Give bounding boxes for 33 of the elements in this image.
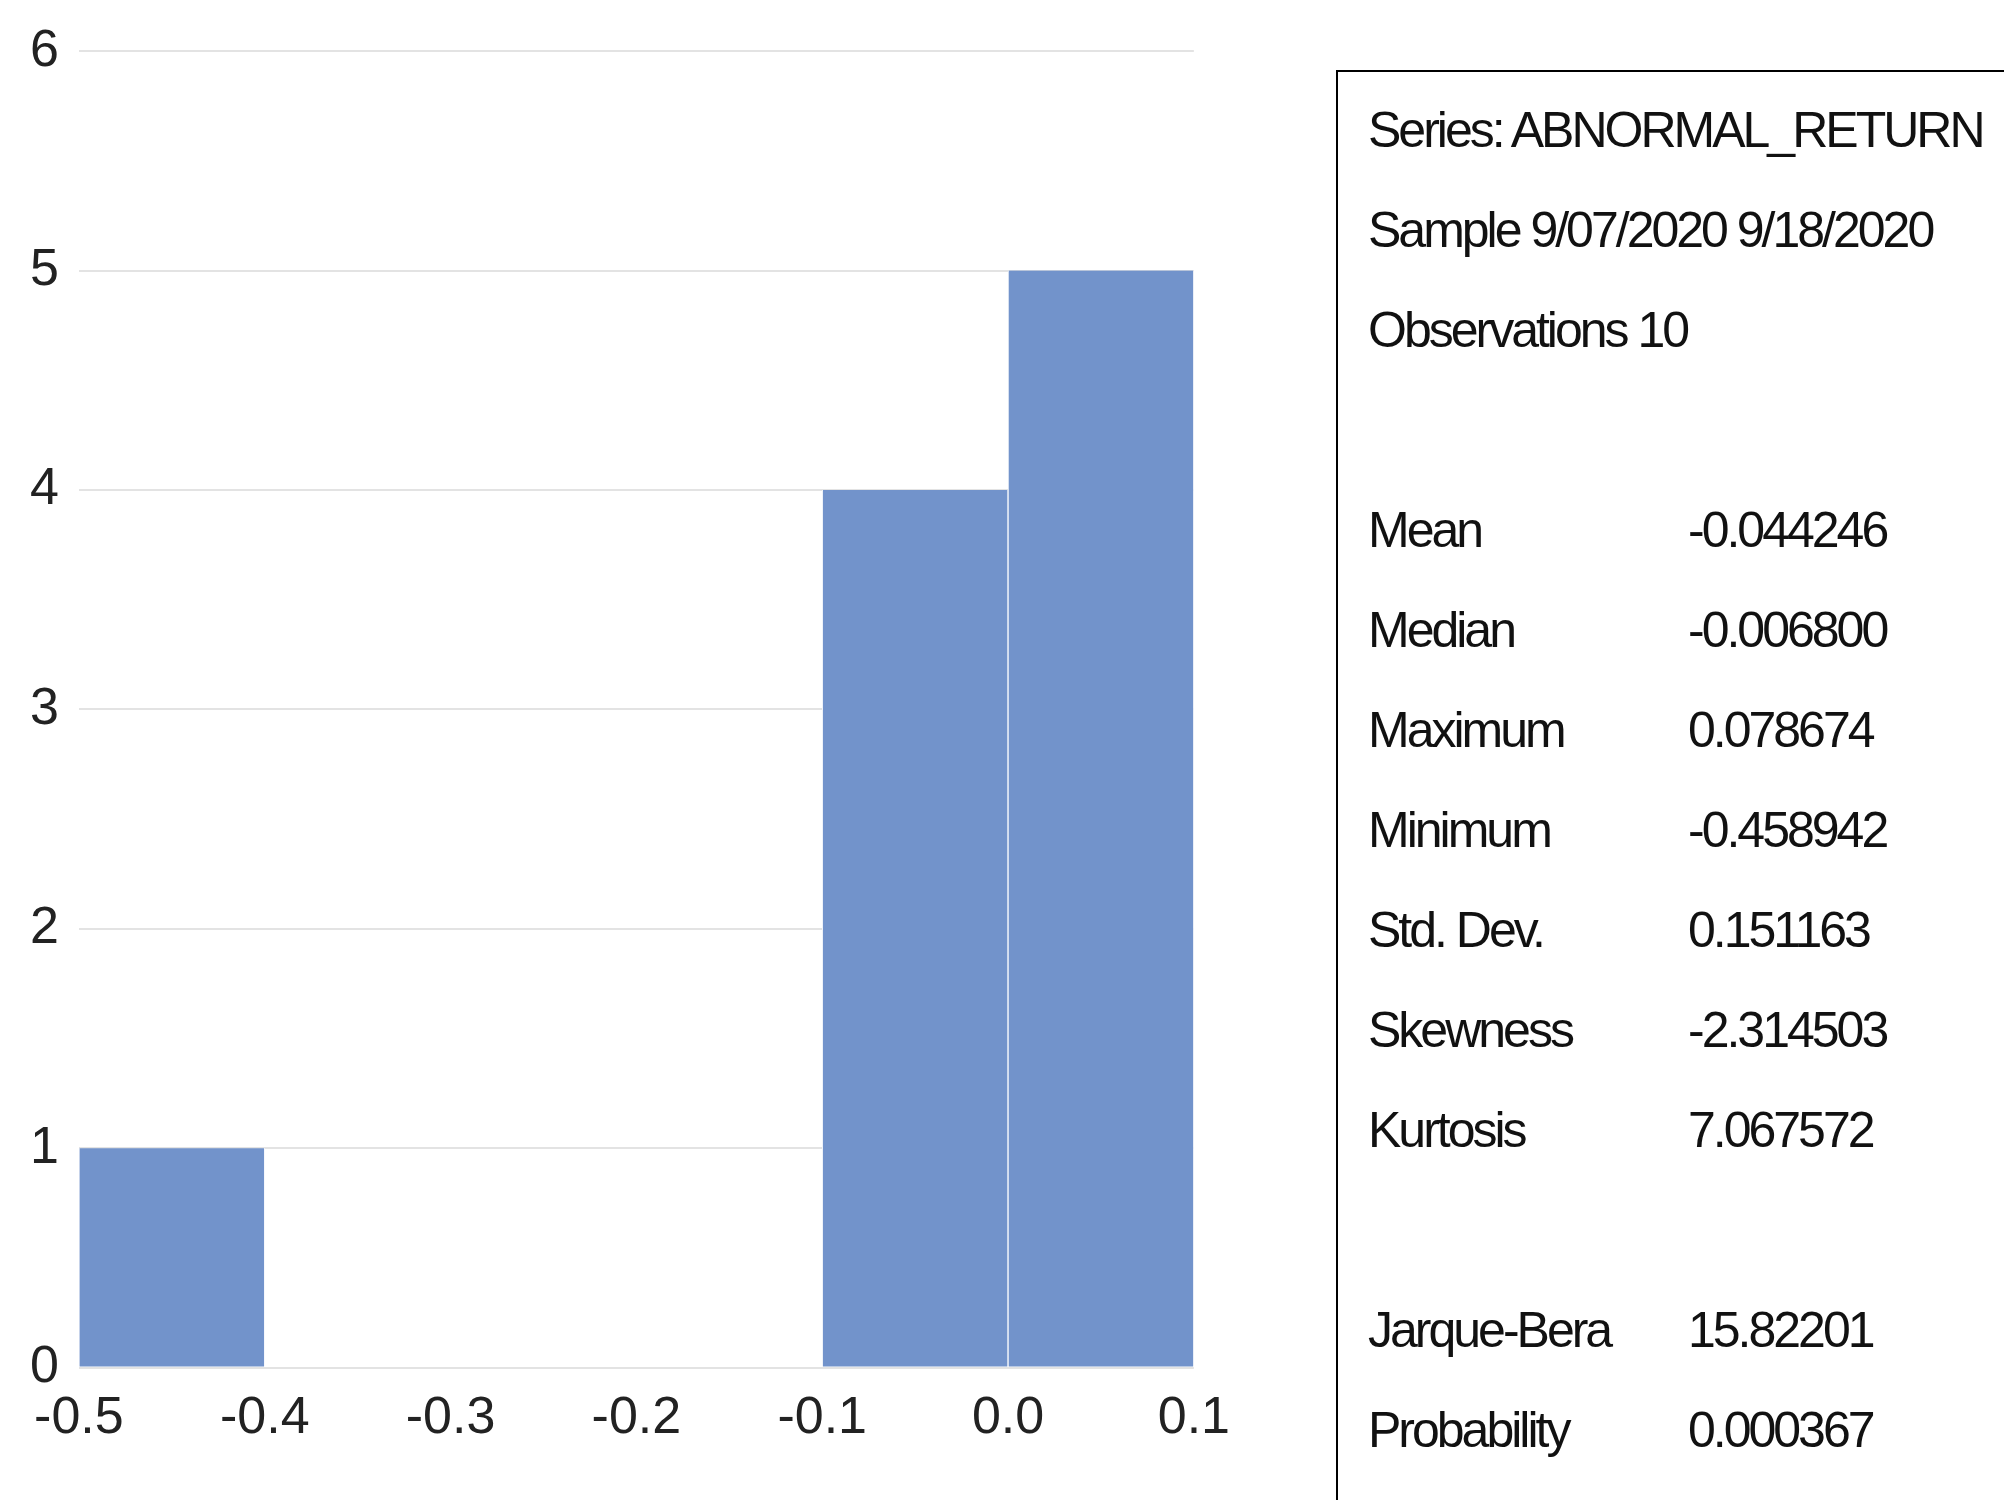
text: Series: ABNORMAL_RETURN: [1368, 102, 1983, 158]
x-tick-label: 0.1: [1157, 1386, 1230, 1445]
y-tick-label: 6: [30, 18, 59, 77]
y-tick-label: 1: [30, 1115, 59, 1174]
category-label: Jarque-Bera: [1368, 1302, 1611, 1358]
y-tick-label: 4: [30, 457, 59, 516]
category-label: Kurtosis: [1368, 1102, 1525, 1158]
text: -0.044246: [1688, 502, 1887, 558]
y-tick-label: 3: [30, 676, 59, 735]
text: -2.314503: [1688, 1002, 1887, 1058]
category-label: Minimum: [1368, 802, 1550, 858]
text: 7.067572: [1688, 1102, 1873, 1158]
text: Sample 9/07/2020 9/18/2020: [1368, 202, 1933, 258]
text: Observations 10: [1368, 302, 1688, 358]
x-tick-label: -0.3: [405, 1386, 496, 1445]
y-tick-label: 2: [30, 896, 59, 955]
y-tick-label: 5: [30, 237, 59, 296]
text: -0.458942: [1688, 802, 1887, 858]
category-label: Probability: [1368, 1402, 1569, 1458]
text: 0.000367: [1688, 1402, 1873, 1458]
x-tick-label: 0.0: [971, 1386, 1045, 1445]
category-label: Mean: [1368, 502, 1482, 558]
x-tick-label: -0.1: [777, 1386, 868, 1445]
category-label: Median: [1368, 602, 1514, 658]
text: 0.151163: [1688, 902, 1869, 958]
category-label: Maximum: [1368, 702, 1564, 758]
category-label: Std. Dev.: [1368, 902, 1543, 958]
x-tick-label: -0.2: [591, 1386, 682, 1445]
category-label: Skewness: [1368, 1002, 1572, 1058]
text: 15.82201: [1688, 1302, 1873, 1358]
text: 0.078674: [1688, 702, 1873, 758]
x-tick-label: -0.4: [219, 1386, 310, 1445]
text: -0.006800: [1688, 602, 1887, 658]
